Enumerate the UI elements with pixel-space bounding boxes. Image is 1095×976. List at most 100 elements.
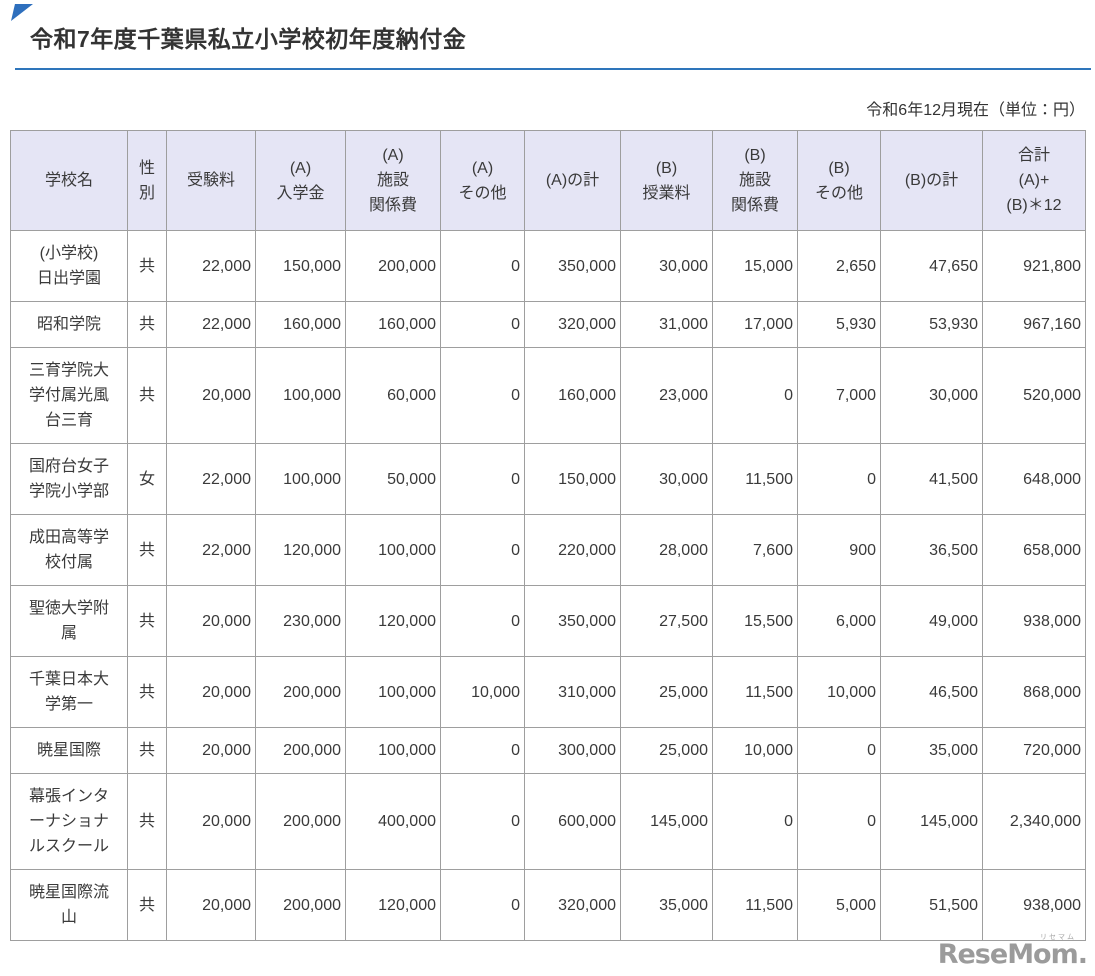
amount-cell: 300,000	[524, 727, 621, 774]
gender-cell: 共	[127, 773, 167, 870]
amount-cell: 25,000	[620, 656, 713, 728]
amount-cell: 967,160	[982, 301, 1086, 348]
page-title: 令和7年度千葉県私立小学校初年度納付金	[30, 26, 467, 52]
amount-cell: 20,000	[166, 585, 256, 657]
as-of-date-note: 令和6年12月現在（単位：円）	[866, 102, 1085, 119]
amount-cell: 350,000	[524, 230, 621, 302]
table-row: 暁星国際流 山共 20,000 200,000 120,000 0 320,000 35,0…	[10, 869, 1086, 941]
amount-cell: 310,000	[524, 656, 621, 728]
amount-cell: 100,000	[345, 727, 441, 774]
gender-cell: 共	[127, 230, 167, 302]
amount-cell: 10,000	[712, 727, 798, 774]
amount-cell: 150,000	[255, 230, 346, 302]
amount-cell: 20,000	[166, 773, 256, 870]
amount-cell: 320,000	[524, 301, 621, 348]
table-row: 成田高等学 校付属共 22,000 120,000 100,000 0 220,000 28…	[10, 514, 1086, 586]
logo-furigana: リセマム	[1040, 934, 1076, 941]
amount-cell: 200,000	[255, 656, 346, 728]
col-header-b-total: (B)の計	[880, 130, 983, 231]
amount-cell: 31,000	[620, 301, 713, 348]
amount-cell: 0	[712, 347, 798, 444]
col-header-school-name: 学校名	[10, 130, 128, 231]
school-name-cell: 国府台女子 学院小学部	[10, 443, 128, 515]
amount-cell: 2,340,000	[982, 773, 1086, 870]
amount-cell: 7,000	[797, 347, 881, 444]
amount-cell: 658,000	[982, 514, 1086, 586]
gender-cell: 共	[127, 656, 167, 728]
amount-cell: 25,000	[620, 727, 713, 774]
amount-cell: 22,000	[166, 443, 256, 515]
logo-text: ReseMom.	[937, 939, 1088, 970]
gender-cell: 共	[127, 347, 167, 444]
amount-cell: 100,000	[345, 656, 441, 728]
amount-cell: 120,000	[345, 869, 441, 941]
amount-cell: 27,500	[620, 585, 713, 657]
amount-cell: 35,000	[620, 869, 713, 941]
amount-cell: 53,930	[880, 301, 983, 348]
title-divider	[15, 68, 1091, 70]
school-name-cell: 暁星国際	[10, 727, 128, 774]
table-row: 千葉日本大 学第一共 20,000 200,000 100,000 10,000 310,…	[10, 656, 1086, 728]
col-header-a-total: (A)の計	[524, 130, 621, 231]
amount-cell: 2,650	[797, 230, 881, 302]
amount-cell: 6,000	[797, 585, 881, 657]
gender-cell: 共	[127, 869, 167, 941]
amount-cell: 20,000	[166, 727, 256, 774]
amount-cell: 160,000	[345, 301, 441, 348]
amount-cell: 30,000	[620, 230, 713, 302]
amount-cell: 100,000	[255, 443, 346, 515]
school-name-cell: 千葉日本大 学第一	[10, 656, 128, 728]
header-row: 学校名 性 別 受験料 (A) 入学金 (A) 施設 関係費 (A) その他 (…	[10, 130, 1086, 231]
amount-cell: 0	[440, 585, 525, 657]
amount-cell: 11,500	[712, 656, 798, 728]
amount-cell: 7,600	[712, 514, 798, 586]
amount-cell: 520,000	[982, 347, 1086, 444]
amount-cell: 320,000	[524, 869, 621, 941]
school-name-cell: 幕張インタ ーナショナ ルスクール	[10, 773, 128, 870]
amount-cell: 150,000	[524, 443, 621, 515]
amount-cell: 0	[440, 869, 525, 941]
school-name-cell: 昭和学院	[10, 301, 128, 348]
school-name-cell: (小学校) 日出学園	[10, 230, 128, 302]
amount-cell: 11,500	[712, 443, 798, 515]
amount-cell: 20,000	[166, 869, 256, 941]
school-name-cell: 成田高等学 校付属	[10, 514, 128, 586]
amount-cell: 30,000	[880, 347, 983, 444]
col-header-a-facility-fee: (A) 施設 関係費	[345, 130, 441, 231]
table-row: 聖徳大学附 属共 20,000 230,000 120,000 0 350,000 27,5…	[10, 585, 1086, 657]
amount-cell: 200,000	[255, 727, 346, 774]
table-row: 暁星国際共 20,000 200,000 100,000 0 300,000 25,000 1…	[10, 727, 1086, 774]
gender-cell: 共	[127, 585, 167, 657]
amount-cell: 160,000	[524, 347, 621, 444]
amount-cell: 120,000	[255, 514, 346, 586]
amount-cell: 22,000	[166, 230, 256, 302]
amount-cell: 400,000	[345, 773, 441, 870]
amount-cell: 41,500	[880, 443, 983, 515]
corner-triangle-icon	[11, 4, 33, 21]
amount-cell: 120,000	[345, 585, 441, 657]
amount-cell: 100,000	[255, 347, 346, 444]
col-header-a-other: (A) その他	[440, 130, 525, 231]
school-name-cell: 聖徳大学附 属	[10, 585, 128, 657]
amount-cell: 49,000	[880, 585, 983, 657]
col-header-gender: 性 別	[127, 130, 167, 231]
col-header-grand-total: 合計 (A)+ (B)＊12	[982, 130, 1086, 231]
page-header: 令和7年度千葉県私立小学校初年度納付金	[0, 0, 1095, 70]
amount-cell: 0	[440, 301, 525, 348]
table-row: 昭和学院共 22,000 160,000 160,000 0 320,000 31,000 1…	[10, 301, 1086, 348]
amount-cell: 0	[440, 347, 525, 444]
gender-cell: 共	[127, 514, 167, 586]
col-header-b-tuition: (B) 授業料	[620, 130, 713, 231]
amount-cell: 0	[797, 443, 881, 515]
amount-cell: 600,000	[524, 773, 621, 870]
amount-cell: 648,000	[982, 443, 1086, 515]
amount-cell: 10,000	[440, 656, 525, 728]
col-header-b-facility-fee: (B) 施設 関係費	[712, 130, 798, 231]
school-name-cell: 三育学院大 学付属光風 台三育	[10, 347, 128, 444]
amount-cell: 28,000	[620, 514, 713, 586]
amount-cell: 0	[440, 773, 525, 870]
table-row: 幕張インタ ーナショナ ルスクール共 20,000 200,000 400,000 0 6…	[10, 773, 1086, 870]
amount-cell: 900	[797, 514, 881, 586]
amount-cell: 22,000	[166, 301, 256, 348]
amount-cell: 200,000	[345, 230, 441, 302]
